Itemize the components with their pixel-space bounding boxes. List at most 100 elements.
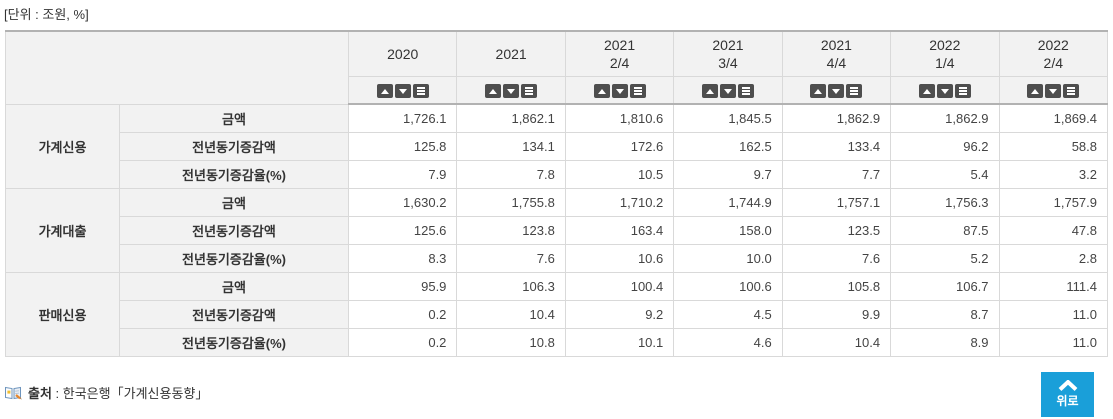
- sort-list-button[interactable]: [846, 84, 863, 99]
- value-cell: 10.6: [564, 244, 675, 273]
- value-cell: 87.5: [890, 216, 1000, 245]
- sort-descending-button[interactable]: [1045, 84, 1062, 99]
- value-cell: 95.9: [347, 272, 458, 301]
- sort-descending-button[interactable]: [828, 84, 845, 99]
- value-cell: 7.8: [456, 160, 566, 189]
- sort-ascending-button[interactable]: [593, 84, 610, 99]
- sort-up-icon: [1031, 88, 1040, 94]
- value-cell: 5.4: [890, 160, 1000, 189]
- value-cell: 1,810.6: [564, 103, 675, 133]
- source-text: 출처 : 한국은행「가계신용동향」: [28, 383, 208, 402]
- value-cell: 123.5: [781, 216, 892, 245]
- household-credit-table: 2020 2021 2021 2/4 2021 3/4 2021 4/4 2022 1/4…: [5, 30, 1109, 357]
- row-metric-label: 전년동기증감액: [119, 216, 349, 245]
- sort-descending-button[interactable]: [719, 84, 736, 99]
- sort-cell: [347, 76, 458, 105]
- sort-controls: [918, 84, 971, 99]
- sort-ascending-button[interactable]: [810, 84, 827, 99]
- sort-down-icon: [507, 88, 516, 94]
- value-cell: 1,862.9: [781, 103, 892, 133]
- sort-down-icon: [398, 88, 407, 94]
- row-metric-label: 금액: [119, 272, 349, 301]
- sort-controls: [810, 84, 863, 99]
- sort-list-button[interactable]: [954, 84, 971, 99]
- value-cell: 2.8: [998, 244, 1109, 273]
- sort-ascending-button[interactable]: [485, 84, 502, 99]
- table-row: 가계신용 금액 1,726.1 1,862.1 1,810.6 1,845.5 1,862.…: [5, 103, 1109, 189]
- row-metric-label: 전년동기증감율(%): [119, 328, 349, 357]
- value-cell: 7.9: [347, 160, 458, 189]
- table-row: 전년동기증감액 125.8 134.1 172.6 162.5 133.4 96.2 58.8: [6, 132, 1109, 161]
- value-cell: 11.0: [998, 328, 1109, 357]
- sort-cell: [673, 76, 783, 105]
- sort-descending-button[interactable]: [611, 84, 628, 99]
- value-cell: 1,862.1: [456, 103, 566, 133]
- column-header-2021-3/4: 2021 3/4: [673, 30, 783, 77]
- value-cell: 4.5: [673, 300, 783, 329]
- table-row: 가계대출 금액 1,630.2 1,755.8 1,710.2 1,744.9 1,757.…: [5, 188, 1109, 273]
- sort-controls: [376, 84, 429, 99]
- source-label: 출처: [28, 386, 52, 401]
- row-metric-label: 전년동기증감액: [119, 132, 349, 161]
- scroll-to-top-label: 위로: [1056, 394, 1079, 408]
- sort-up-icon: [597, 88, 606, 94]
- sort-descending-button[interactable]: [503, 84, 520, 99]
- sort-list-button[interactable]: [737, 84, 754, 99]
- row-metric-label: 전년동기증감율(%): [119, 244, 349, 273]
- sort-cell: [890, 76, 1000, 105]
- column-header-2021: 2021: [456, 30, 566, 77]
- value-cell: 7.7: [781, 160, 892, 189]
- value-cell: 10.4: [781, 328, 892, 357]
- sort-up-icon: [814, 88, 823, 94]
- sort-list-button[interactable]: [412, 84, 429, 99]
- sort-ascending-button[interactable]: [376, 84, 393, 99]
- value-cell: 10.5: [564, 160, 675, 189]
- table-body: 가계신용 금액 1,726.1 1,862.1 1,810.6 1,845.5 1,862.…: [5, 103, 1109, 357]
- table-row: 전년동기증감액 0.2 10.4 9.2 4.5 9.9 8.7 11.0: [6, 300, 1109, 329]
- value-cell: 47.8: [998, 216, 1109, 245]
- value-cell: 106.7: [890, 272, 1000, 301]
- row-metric-label: 금액: [119, 103, 349, 133]
- sort-header-row: [6, 76, 1109, 105]
- sort-up-icon: [922, 88, 931, 94]
- value-cell: 125.6: [347, 216, 458, 245]
- sort-descending-button[interactable]: [394, 84, 411, 99]
- value-cell: 172.6: [564, 132, 675, 161]
- source-separator: :: [51, 386, 63, 401]
- value-cell: 100.4: [564, 272, 675, 301]
- value-cell: 10.4: [456, 300, 566, 329]
- value-cell: 1,757.1: [781, 188, 892, 217]
- sort-list-button[interactable]: [629, 84, 646, 99]
- sort-down-icon: [723, 88, 732, 94]
- sort-ascending-button[interactable]: [1027, 84, 1044, 99]
- value-cell: 11.0: [998, 300, 1109, 329]
- table-row: 전년동기증감액 125.6 123.8 163.4 158.0 123.5 87.5 47.8: [6, 216, 1109, 245]
- value-cell: 134.1: [456, 132, 566, 161]
- chevron-up-icon: [1058, 380, 1077, 391]
- value-cell: 105.8: [781, 272, 892, 301]
- sort-down-icon: [615, 88, 624, 94]
- sort-ascending-button[interactable]: [701, 84, 718, 99]
- value-cell: 111.4: [998, 272, 1109, 301]
- sort-descending-button[interactable]: [936, 84, 953, 99]
- value-cell: 7.6: [781, 244, 892, 273]
- value-cell: 10.0: [673, 244, 783, 273]
- value-cell: 1,862.9: [890, 103, 1000, 133]
- value-cell: 1,845.5: [673, 103, 783, 133]
- value-cell: 1,710.2: [564, 188, 675, 217]
- value-cell: 125.8: [347, 132, 458, 161]
- value-cell: 133.4: [781, 132, 892, 161]
- sort-list-icon: [850, 87, 859, 96]
- sort-list-button[interactable]: [521, 84, 538, 99]
- corner-cell: [5, 30, 349, 105]
- value-cell: 106.3: [456, 272, 566, 301]
- sort-list-button[interactable]: [1063, 84, 1080, 99]
- value-cell: 10.8: [456, 328, 566, 357]
- sort-list-icon: [525, 87, 534, 96]
- sort-ascending-button[interactable]: [918, 84, 935, 99]
- scroll-to-top-button[interactable]: 위로: [1041, 372, 1094, 417]
- value-cell: 1,744.9: [673, 188, 783, 217]
- value-cell: 0.2: [347, 300, 458, 329]
- value-cell: 1,757.9: [998, 188, 1109, 217]
- column-header-2021-2/4: 2021 2/4: [564, 30, 675, 77]
